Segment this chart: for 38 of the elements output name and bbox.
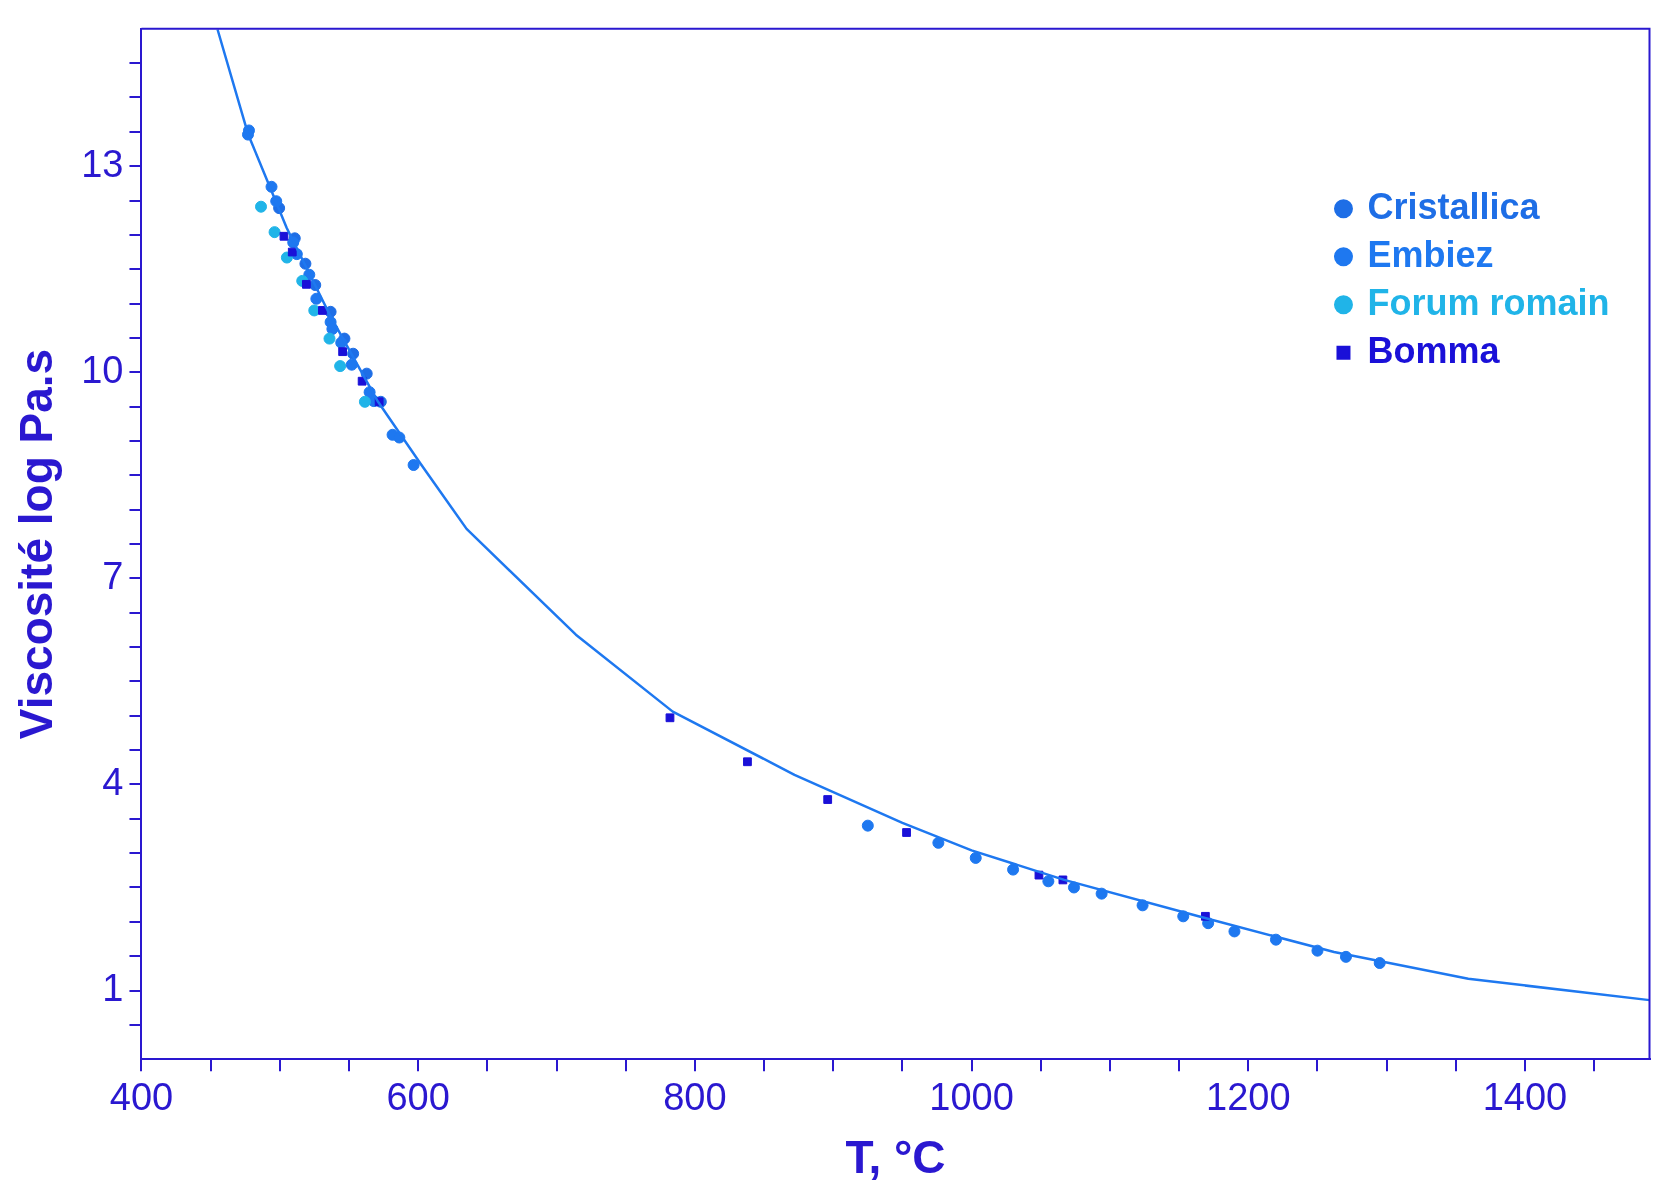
y-tick-label: 13 bbox=[81, 142, 124, 185]
legend-label: Cristallica bbox=[1367, 185, 1541, 227]
point bbox=[665, 713, 675, 723]
legend-label: Bomma bbox=[1367, 329, 1501, 371]
point bbox=[287, 247, 297, 257]
x-tick-label: 600 bbox=[386, 1076, 450, 1119]
point bbox=[743, 757, 752, 767]
point bbox=[318, 306, 327, 315]
point bbox=[1007, 863, 1020, 876]
x-tick-label: 1400 bbox=[1482, 1076, 1568, 1119]
point bbox=[407, 459, 420, 471]
point bbox=[255, 200, 267, 213]
y-tick-label: 1 bbox=[102, 966, 124, 1009]
point bbox=[323, 332, 336, 345]
legend-label: Embiez bbox=[1367, 233, 1494, 275]
point bbox=[279, 231, 289, 241]
y-tick-label: 7 bbox=[102, 554, 124, 597]
point bbox=[301, 279, 311, 289]
point bbox=[932, 836, 945, 849]
y-tick-label: 10 bbox=[81, 348, 124, 391]
point bbox=[969, 851, 982, 864]
point bbox=[1228, 925, 1241, 938]
point bbox=[268, 226, 281, 239]
x-tick-label: 800 bbox=[663, 1076, 727, 1119]
point bbox=[1042, 875, 1055, 888]
x-tick-label: 400 bbox=[109, 1076, 174, 1119]
legend-label: Forum romain bbox=[1367, 281, 1610, 323]
point bbox=[334, 360, 347, 373]
point bbox=[861, 819, 874, 832]
point bbox=[358, 395, 371, 408]
x-tick-label: 1200 bbox=[1206, 1076, 1291, 1119]
x-tick-label: 1000 bbox=[929, 1076, 1014, 1119]
point bbox=[823, 795, 833, 804]
point bbox=[902, 828, 911, 837]
x-axis-title: T, °C bbox=[845, 1131, 946, 1184]
point bbox=[338, 347, 348, 357]
y-tick-label: 4 bbox=[102, 760, 124, 803]
y-axis-title: Viscosité log Pa.s bbox=[10, 348, 63, 740]
